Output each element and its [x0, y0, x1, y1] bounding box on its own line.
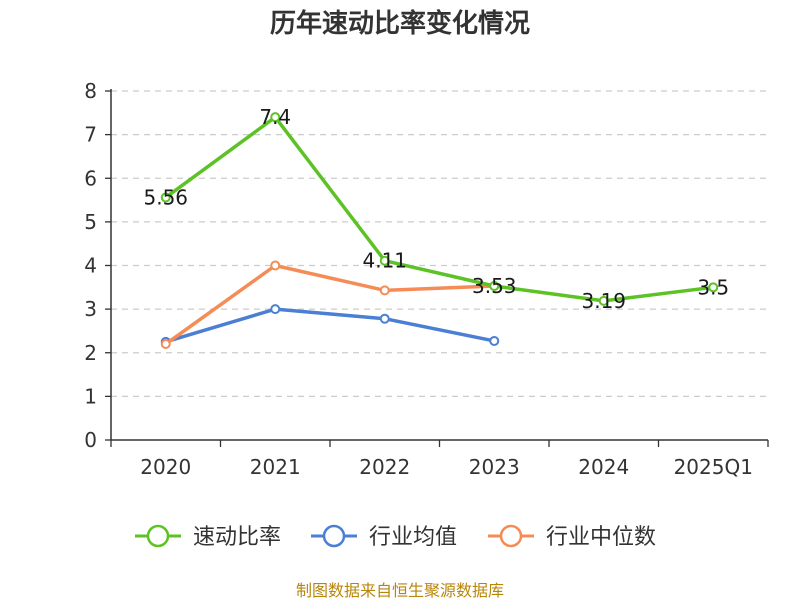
- legend-marker: [146, 524, 170, 548]
- data-point: [379, 255, 390, 266]
- data-point: [379, 285, 390, 296]
- data-point: [379, 313, 390, 324]
- legend-label: 行业中位数: [546, 525, 656, 550]
- data-point: [160, 339, 171, 350]
- data-point: [270, 304, 281, 315]
- legend-item: 行业中位数: [488, 524, 656, 550]
- x-tick-label: 2020: [140, 455, 191, 479]
- data-label: 3.5: [697, 275, 729, 299]
- data-label: 4.11: [362, 249, 407, 273]
- series-line: [164, 115, 715, 303]
- series-line: [164, 263, 496, 346]
- data-labels: 5.56 7.4 4.11 3.53 3.19 3.5: [143, 105, 729, 313]
- legend-item: 速动比率: [135, 524, 281, 550]
- legend-label: 行业均值: [369, 525, 457, 550]
- legend-marker: [322, 524, 346, 548]
- data-point: [598, 295, 609, 306]
- x-tick-label: 2021: [250, 455, 301, 479]
- y-tick-label: 5: [84, 210, 97, 234]
- x-tick-label: 2022: [359, 455, 410, 479]
- x-tick-label: 2024: [578, 455, 629, 479]
- legend: 速动比率 行业均值 行业中位数: [135, 524, 656, 550]
- y-tick-label: 1: [84, 384, 97, 408]
- data-label: 3.19: [581, 289, 626, 313]
- x-tick-label: 2025Q1: [674, 455, 753, 479]
- grid: [111, 90, 768, 398]
- source-note: 制图数据来自恒生聚源数据库: [296, 581, 504, 600]
- x-tick-label: 2023: [469, 455, 520, 479]
- y-tick-label: 8: [84, 79, 97, 103]
- data-point: [489, 335, 500, 346]
- data-label: 3.53: [472, 274, 517, 298]
- legend-label: 速动比率: [193, 525, 281, 550]
- y-tick-label: 4: [84, 254, 97, 278]
- axes: 0 1 2 3 4 5 6 7 8 2020 2021 2022 2023 2024 2025Q1: [84, 79, 769, 479]
- y-tick-label: 3: [84, 297, 97, 321]
- series-line: [164, 307, 496, 344]
- data-point: [708, 282, 719, 293]
- data-point: [489, 281, 500, 292]
- series-group: [160, 112, 719, 350]
- data-point: [160, 192, 171, 203]
- data-label: 5.56: [143, 185, 188, 209]
- y-tick-label: 7: [84, 123, 97, 147]
- legend-marker: [499, 524, 523, 548]
- series-速动比率: [160, 112, 719, 306]
- data-label: 7.4: [259, 105, 291, 129]
- data-point: [270, 112, 281, 123]
- data-point: [270, 260, 281, 271]
- legend-item: 行业均值: [311, 524, 457, 550]
- chart-title: 历年速动比率变化情况: [270, 8, 530, 39]
- y-tick-label: 2: [84, 341, 97, 365]
- y-tick-label: 0: [84, 428, 97, 452]
- y-tick-label: 6: [84, 166, 97, 190]
